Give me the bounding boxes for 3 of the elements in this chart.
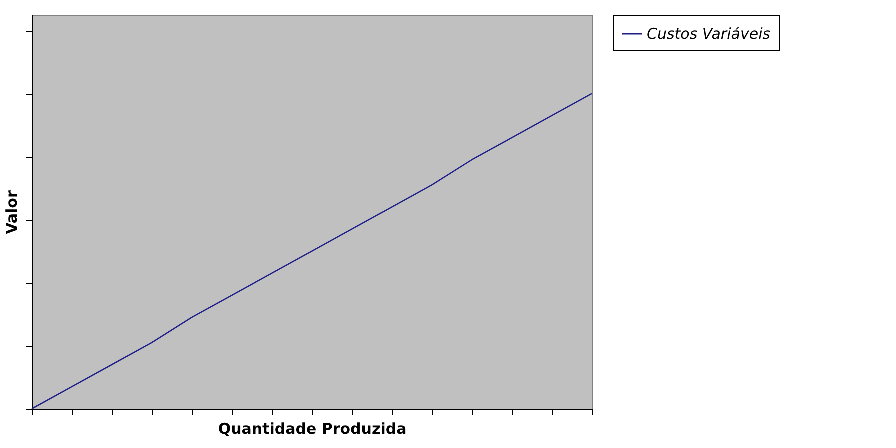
y-axis-title: Valor xyxy=(3,190,21,234)
legend-label: Custos Variáveis xyxy=(647,25,771,43)
x-axis-title: Quantidade Produzida xyxy=(218,420,407,438)
